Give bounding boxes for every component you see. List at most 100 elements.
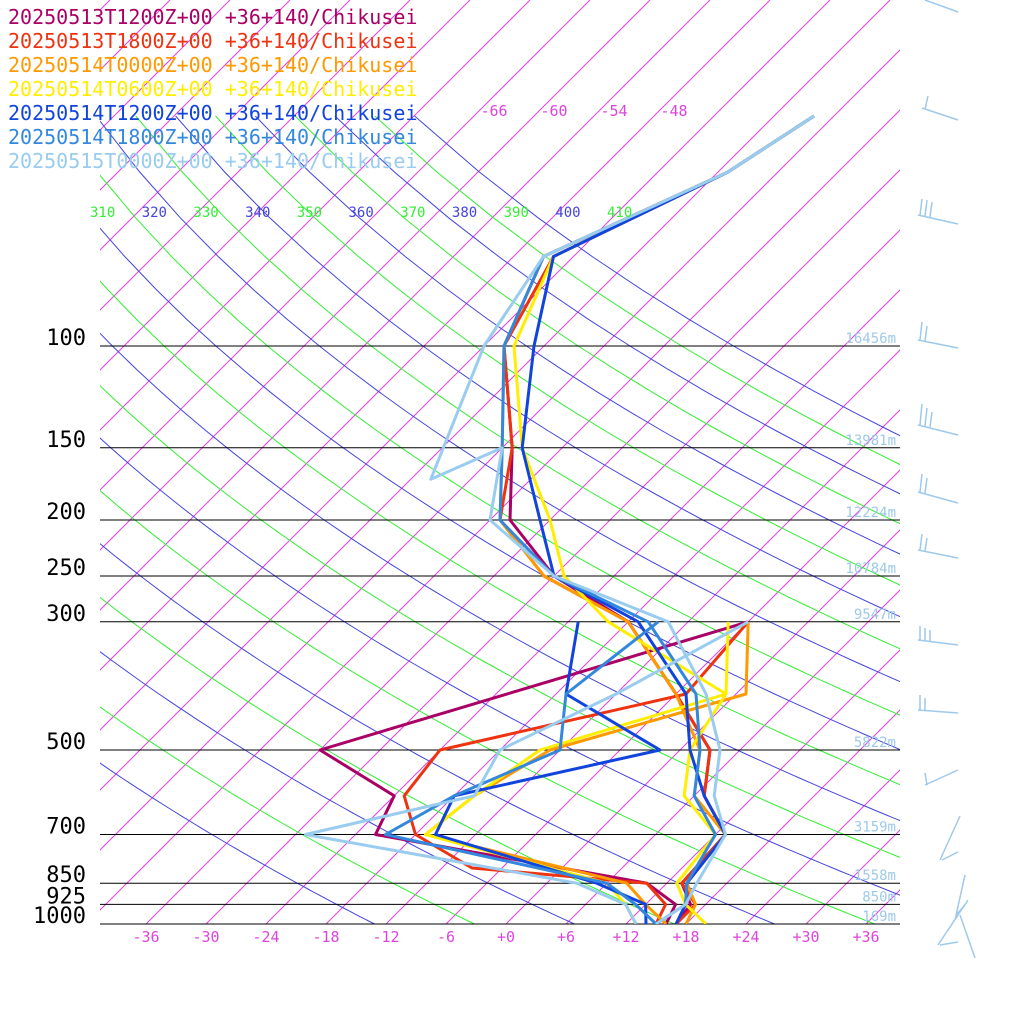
temperature-tick-label: +6 <box>557 928 575 946</box>
isotherm-line <box>145 169 900 924</box>
theta-tick-label: 360 <box>349 205 374 221</box>
pressure-tick-label: 700 <box>46 814 86 839</box>
temperature-tick-label: -6 <box>437 928 455 946</box>
isotherm-line <box>100 0 711 611</box>
temperature-tick-label: +12 <box>612 928 639 946</box>
temperature-line <box>429 114 815 924</box>
dry-adiabat <box>100 706 475 924</box>
dewpoint-line <box>424 621 730 924</box>
height-label: 169m <box>862 909 896 925</box>
axis-labels: 100 16456m 150 13981m 200 12224m 250 10784m 300 9… <box>33 102 896 946</box>
isotherm-line <box>100 0 831 731</box>
theta-tick-label: 350 <box>297 205 322 221</box>
isotherm-line <box>100 0 771 671</box>
temperature-tick-label: -12 <box>372 928 399 946</box>
isotherm-line <box>100 0 351 251</box>
isotherm-line <box>205 229 900 924</box>
isotherm-line <box>685 709 900 924</box>
theta-tick-label: 370 <box>400 205 425 221</box>
isobar-lines <box>100 345 900 925</box>
upper-temperature-tick-label: -60 <box>540 102 567 120</box>
isotherm-line <box>100 0 471 371</box>
wind-barb <box>924 769 959 786</box>
wind-barb <box>939 815 961 861</box>
wind-barb <box>917 626 959 646</box>
legend-entry: 20250513T1800Z+00 +36+140/Chikusei <box>8 29 417 53</box>
temperature-tick-label: +36 <box>852 928 879 946</box>
upper-temperature-tick-label: -48 <box>660 102 687 120</box>
theta-tick-label: 310 <box>90 205 115 221</box>
temperature-line <box>512 114 815 924</box>
legend-entry: 20250514T0600Z+00 +36+140/Chikusei <box>8 77 417 101</box>
dewpoint-line <box>402 620 750 924</box>
theta-tick-label: 400 <box>555 205 580 221</box>
theta-tick-label: 330 <box>193 205 218 221</box>
height-label: 850m <box>862 889 896 905</box>
wind-barb <box>917 533 959 559</box>
isotherm-line <box>805 829 900 924</box>
isotherm-lines <box>100 0 900 924</box>
isotherm-line <box>100 0 411 311</box>
pressure-tick-label: 300 <box>46 602 86 627</box>
sounding-series <box>304 114 815 924</box>
dewpoint-line <box>434 621 662 924</box>
wind-barb <box>917 695 959 714</box>
dry-adiabat <box>100 543 775 924</box>
temperature-line <box>498 114 815 924</box>
theta-tick-label: 320 <box>142 205 167 221</box>
wind-barb <box>917 473 959 504</box>
dry-adiabat <box>100 762 375 924</box>
pressure-tick-label: 200 <box>46 500 86 525</box>
dewpoint-line <box>318 620 749 924</box>
height-label: 5822m <box>854 735 896 751</box>
legend: 20250513T1200Z+00 +36+140/Chikusei202505… <box>8 5 417 173</box>
wind-barb <box>921 95 959 121</box>
height-label: 10784m <box>845 561 896 577</box>
temperature-tick-label: +30 <box>792 928 819 946</box>
isotherm-line <box>865 889 900 924</box>
dry-adiabat <box>100 596 675 924</box>
temperature-tick-label: +24 <box>732 928 759 946</box>
isotherm-line <box>100 0 291 191</box>
isotherm-line <box>100 109 900 911</box>
pressure-tick-label: 1000 <box>33 904 86 929</box>
theta-tick-label: 380 <box>452 205 477 221</box>
temperature-tick-label: -24 <box>252 928 279 946</box>
wind-barb <box>924 0 959 13</box>
pressure-tick-label: 500 <box>46 730 86 755</box>
upper-temperature-tick-label: -54 <box>600 102 627 120</box>
dry-adiabat <box>100 651 575 924</box>
wind-barb <box>917 321 959 349</box>
isotherm-line <box>265 289 900 924</box>
pressure-tick-label: 100 <box>46 326 86 351</box>
temperature-line <box>520 114 815 924</box>
isotherm-line <box>565 589 900 924</box>
pressure-tick-label: 150 <box>46 428 86 453</box>
pressure-tick-label: 850 <box>46 863 86 888</box>
temperature-tick-label: -30 <box>192 928 219 946</box>
temperature-tick-label: +0 <box>497 928 515 946</box>
isotherm-line <box>100 49 900 851</box>
legend-entry: 20250514T0000Z+00 +36+140/Chikusei <box>8 53 417 77</box>
height-label: 16456m <box>845 331 896 347</box>
isotherm-line <box>100 0 591 491</box>
wind-barbs <box>917 0 976 959</box>
temperature-tick-label: +18 <box>672 928 699 946</box>
legend-entry: 20250515T0000Z+00 +36+140/Chikusei <box>8 149 417 173</box>
theta-tick-label: 390 <box>504 205 529 221</box>
height-label: 13981m <box>845 433 896 449</box>
height-label: 3159m <box>854 819 896 835</box>
wind-barb <box>917 403 959 436</box>
isotherm-line <box>100 0 891 791</box>
legend-entry: 20250514T1800Z+00 +36+140/Chikusei <box>8 125 417 149</box>
height-label: 9547m <box>854 607 896 623</box>
wind-barb <box>917 198 959 225</box>
isotherm-line <box>505 529 900 924</box>
legend-entry: 20250513T1200Z+00 +36+140/Chikusei <box>8 5 417 29</box>
wind-barb <box>937 899 976 959</box>
height-label: 12224m <box>845 505 896 521</box>
isotherm-line <box>385 409 900 924</box>
theta-tick-label: 340 <box>245 205 270 221</box>
temperature-tick-label: -36 <box>132 928 159 946</box>
